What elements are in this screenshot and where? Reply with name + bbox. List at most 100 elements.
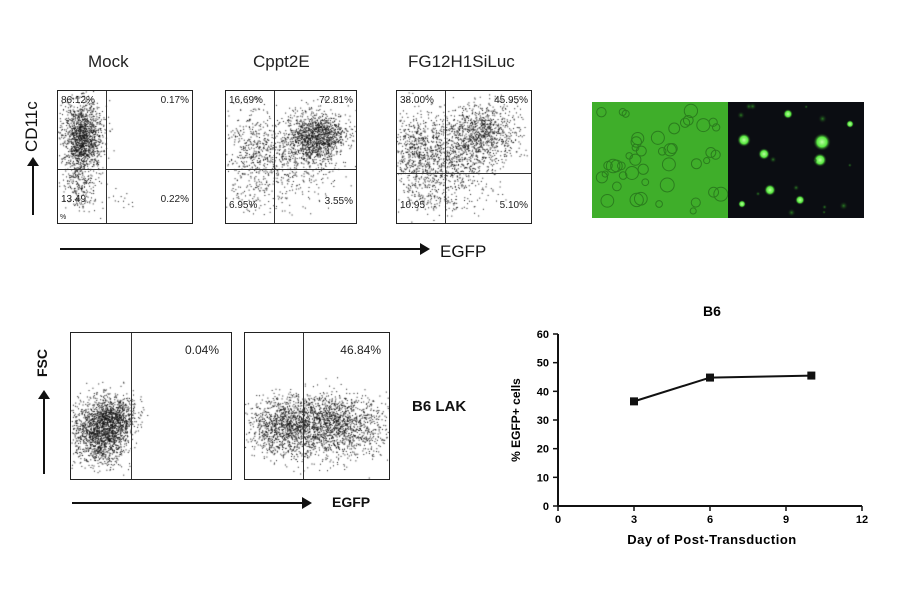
- brightfield-cell: [666, 142, 678, 154]
- top-y-axis-arrow: [32, 163, 34, 215]
- dotplot-fg12h1siluc-dots: [397, 91, 531, 223]
- dotplot-mock-dots: [58, 91, 192, 223]
- data-point: [807, 371, 816, 380]
- brightfield-cell: [621, 109, 630, 118]
- panel-title-cppt2e: Cppt2E: [253, 52, 310, 71]
- fluorescent-cell: [764, 184, 776, 196]
- dim-cell: [817, 114, 828, 124]
- panel-title-fg12h1siluc: FG12H1SiLuc: [408, 52, 515, 71]
- brightfield-cell: [650, 130, 665, 145]
- dotplot-b6-transduced: 46.84%: [244, 332, 390, 480]
- brightfield-cells: [595, 103, 729, 215]
- brightfield-cell: [655, 200, 663, 208]
- dotplot-fg12h1siluc: 38.00% 45.95% 10.95 5.10%: [396, 90, 532, 224]
- chart-axes: 0 10 20 30 40 50 60 0 3 6 9 12: [537, 329, 868, 526]
- top-x-axis-arrow: [60, 248, 422, 250]
- quadrant-gate-vertical: [445, 91, 446, 223]
- brightfield-cell: [679, 117, 691, 128]
- dotplot-cppt2e: 16.69% 72.81% 6.95% 3.55%: [225, 90, 357, 224]
- series-line: [633, 374, 812, 403]
- y-tick-label: 10: [537, 472, 549, 484]
- y-tick-label: 60: [537, 329, 549, 341]
- line-chart: B6 % EGFP+ cells Day of Post-Transductio…: [490, 298, 890, 558]
- brightfield-cell: [630, 136, 642, 148]
- line-chart-svg: B6 % EGFP+ cells Day of Post-Transductio…: [509, 303, 868, 547]
- dotplot-b6-transduced-dots: [245, 333, 389, 479]
- x-tick-label: 6: [707, 514, 713, 526]
- brightfield-cell: [605, 158, 621, 174]
- brightfield-cell: [668, 122, 681, 135]
- gate-percent: 0.04%: [184, 343, 219, 357]
- quadrant-ur-value: 45.95%: [494, 95, 528, 106]
- dim-cell: [748, 102, 757, 111]
- quadrant-gate-horizontal: [397, 173, 531, 174]
- quadrant-lr-value: 3.55%: [324, 196, 353, 207]
- quadrant-ll-value: 6.95%: [229, 200, 258, 211]
- brightfield-cell: [633, 191, 648, 206]
- brightfield-cell: [618, 171, 628, 180]
- y-tick-label: 30: [537, 415, 549, 427]
- quadrant-ll-value: 13.49: [61, 194, 87, 205]
- bottom-y-axis-arrow: [43, 398, 45, 474]
- x-tick-label: 9: [783, 514, 789, 526]
- quadrant-ur-value: 72.81%: [319, 95, 353, 106]
- brightfield-cell: [683, 103, 699, 119]
- dim-cell: [792, 184, 800, 192]
- brightfield-cell: [661, 157, 676, 172]
- fluorescent-cell: [795, 195, 805, 205]
- dim-cell: [804, 104, 809, 109]
- dim-cell: [839, 201, 849, 211]
- quadrant-ul-value: 38.00%: [400, 95, 434, 106]
- quadrant-lr-value: 0.22%: [160, 194, 189, 205]
- dotplot-cppt2e-dots: [226, 91, 356, 223]
- gate-vertical: [303, 333, 304, 479]
- bottom-x-axis-arrow: [72, 502, 304, 504]
- bottom-y-arrowhead-icon: [38, 390, 50, 399]
- quadrant-ul-value: 86.12%: [61, 95, 95, 106]
- fluorescent-cell: [813, 153, 827, 167]
- fluorescent-cell: [738, 200, 746, 208]
- dim-cell: [821, 204, 828, 210]
- top-y-arrowhead-icon: [27, 157, 39, 166]
- dim-cell: [736, 111, 746, 120]
- data-point: [706, 373, 714, 382]
- quadrant-lr-value: 5.10%: [499, 200, 528, 211]
- fluorescent-cells: [736, 102, 854, 217]
- dotplot-b6-mock-dots: [71, 333, 231, 479]
- quadrant-gate-horizontal: [58, 169, 192, 170]
- quadrant-gate-horizontal: [226, 169, 356, 170]
- brightfield-cell: [631, 143, 640, 152]
- fluorescent-cell: [846, 120, 854, 128]
- quadrant-ll-value: 10.95: [400, 200, 426, 211]
- brightfield-cell: [637, 163, 649, 175]
- b6-lak-label: B6 LAK: [412, 398, 467, 415]
- x-tick-label: 12: [856, 514, 868, 526]
- gate-percent: 46.84%: [340, 343, 381, 357]
- brightfield-cell: [659, 177, 675, 193]
- stray-percent-label: %: [60, 214, 67, 221]
- bottom-x-arrowhead-icon: [302, 497, 312, 509]
- brightfield-cell: [696, 118, 711, 133]
- dotplot-mock: 86.12% 0.17% 13.49 0.22% %: [57, 90, 193, 224]
- bottom-x-axis-label: EGFP: [332, 494, 371, 510]
- dim-cell: [821, 210, 827, 215]
- microscopy-image: [592, 102, 864, 218]
- y-tick-label: 20: [537, 444, 549, 456]
- brightfield-cell: [600, 193, 615, 208]
- brightfield-cell: [596, 106, 607, 118]
- x-axis-label: Day of Post-Transduction: [627, 532, 796, 547]
- quadrant-gate-vertical: [274, 91, 275, 223]
- panel-title-mock: Mock: [88, 52, 129, 71]
- brightfield-cell: [711, 123, 721, 132]
- top-x-arrowhead-icon: [420, 243, 430, 255]
- gate-vertical: [131, 333, 132, 479]
- brightfield-cell: [629, 192, 644, 208]
- brightfield-cell: [617, 161, 626, 171]
- y-tick-label: 40: [537, 386, 549, 398]
- dim-cell: [787, 208, 796, 217]
- brightfield-cell: [601, 170, 609, 178]
- y-axis-label: % EGFP+ cells: [509, 378, 523, 462]
- x-tick-label: 3: [631, 514, 637, 526]
- bottom-y-axis-label: FSC: [34, 349, 50, 377]
- x-tick-label: 0: [555, 514, 561, 526]
